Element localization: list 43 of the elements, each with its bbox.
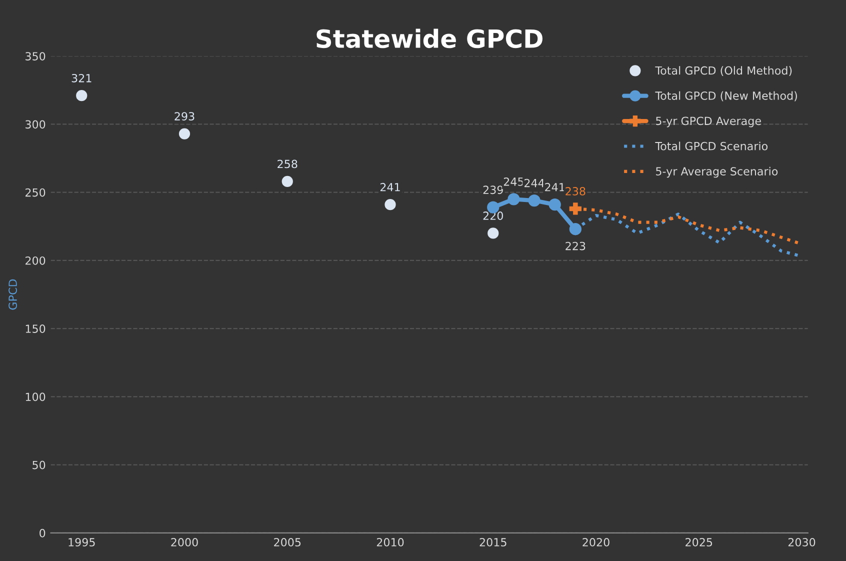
x-tick-label: 1995	[68, 538, 95, 546]
point	[569, 223, 582, 236]
data-label: 258	[278, 160, 298, 168]
data-label: 293	[174, 112, 194, 120]
point	[508, 193, 520, 206]
point	[569, 202, 582, 215]
legend-label: 5-yr GPCD Average	[656, 116, 761, 128]
legend-label: Total GPCD (Old Method)	[655, 66, 792, 76]
point	[528, 194, 540, 207]
y-axis-title: GPCD	[8, 279, 17, 310]
data-label: 239	[483, 186, 503, 194]
point	[384, 199, 396, 210]
y-tick-label: 0	[40, 528, 46, 538]
y-tick-label: 150	[26, 324, 46, 333]
data-label: 321	[72, 74, 92, 82]
y-tick-label: 50	[32, 460, 46, 470]
legend-label: Total GPCD Scenario	[655, 142, 768, 150]
y-tick-label: 200	[26, 256, 46, 265]
data-label: 238	[566, 187, 586, 196]
data-label: 241	[545, 182, 564, 192]
data-label: 244	[524, 178, 544, 188]
x-tick-label: 2015	[480, 538, 506, 546]
x-tick-label: 2025	[686, 538, 712, 546]
x-tick-label: 2000	[171, 538, 198, 546]
point	[76, 90, 88, 102]
x-tick-label: 2010	[376, 538, 404, 546]
y-tick-label: 250	[26, 188, 46, 197]
x-tick-label: 2020	[582, 538, 610, 546]
x-tick-label: 2005	[274, 538, 301, 546]
y-tick-label: 100	[26, 392, 46, 402]
chart-title: Statewide GPCD	[316, 28, 542, 48]
y-tick-label: 300	[26, 120, 46, 129]
point	[178, 128, 190, 140]
point	[548, 198, 561, 211]
x-tick-label: 2030	[788, 538, 816, 546]
data-label: 241	[380, 182, 400, 192]
legend-label: 5-yr Average Scenario	[656, 166, 778, 178]
legend-label: Total GPCD (New Method)	[655, 91, 797, 102]
data-label: 245	[504, 177, 524, 186]
point	[282, 176, 293, 188]
data-label: 223	[566, 242, 586, 250]
y-tick-label: 350	[26, 52, 46, 60]
point	[488, 228, 499, 239]
